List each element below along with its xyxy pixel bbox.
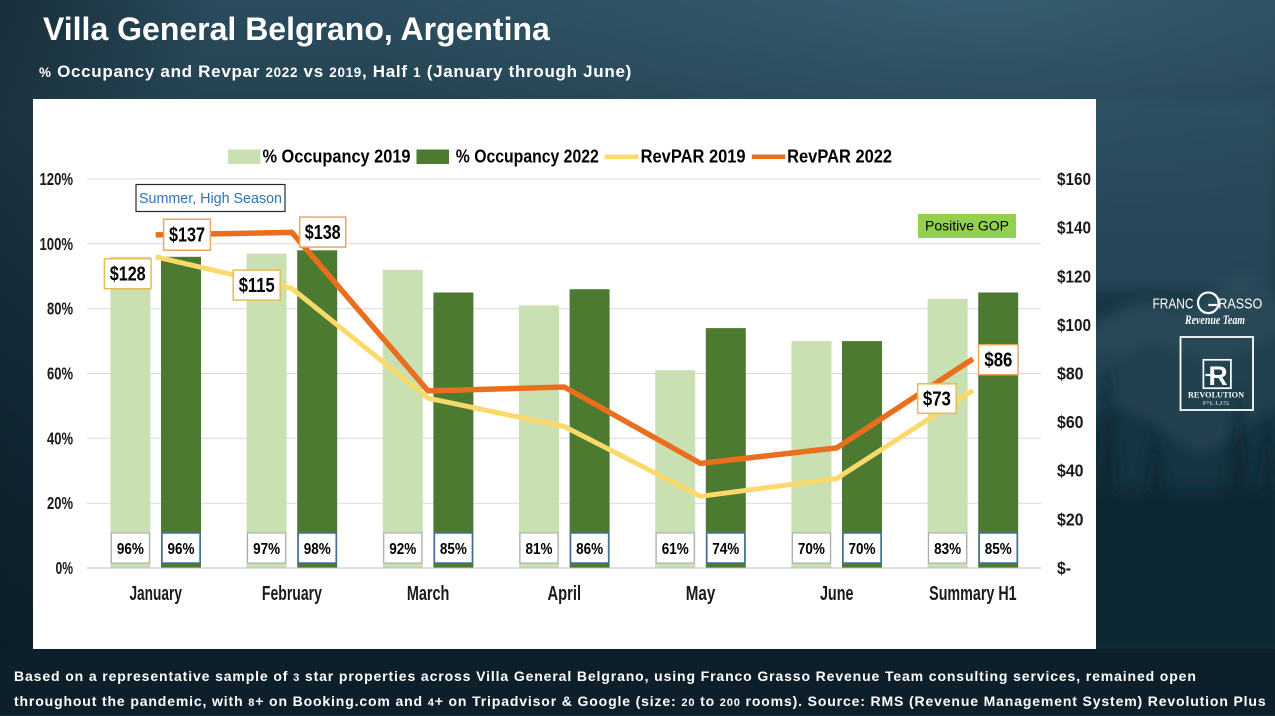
svg-text:$137: $137 [169,224,205,247]
svg-text:86%: 86% [576,541,603,558]
svg-text:Summer, High Season: Summer, High Season [139,191,282,207]
svg-text:RASSO: RASSO [1218,297,1262,313]
svg-text:70%: 70% [798,541,825,558]
svg-text:61%: 61% [662,541,689,558]
svg-text:% Occupancy 2022: % Occupancy 2022 [456,147,599,167]
svg-text:96%: 96% [117,541,144,558]
svg-text:$20: $20 [1057,509,1084,529]
svg-text:80%: 80% [47,299,73,319]
svg-text:February: February [262,583,323,605]
svg-text:$80: $80 [1057,364,1084,384]
svg-text:60%: 60% [47,364,73,384]
svg-text:120%: 120% [40,169,74,189]
svg-text:April: April [548,583,582,605]
svg-text:74%: 74% [712,541,739,558]
svg-text:96%: 96% [168,541,195,558]
svg-text:$60: $60 [1057,412,1084,432]
svg-text:May: May [686,583,716,605]
svg-text:Revenue Team: Revenue Team [1184,312,1245,327]
svg-text:June: June [820,583,854,605]
svg-text:$138: $138 [305,221,341,244]
svg-text:% Occupancy 2019: % Occupancy 2019 [263,147,411,167]
svg-text:98%: 98% [304,541,331,558]
svg-text:$140: $140 [1057,218,1091,238]
svg-text:PLUS: PLUS [1203,401,1230,407]
svg-text:100%: 100% [40,234,74,254]
svg-text:$86: $86 [984,349,1012,372]
svg-text:March: March [407,583,450,605]
svg-text:$160: $160 [1057,169,1091,189]
svg-text:R: R [1209,361,1228,391]
svg-text:81%: 81% [526,541,553,558]
svg-text:40%: 40% [47,428,73,448]
svg-text:85%: 85% [985,541,1012,558]
svg-text:$120: $120 [1057,266,1091,286]
svg-text:$40: $40 [1057,461,1084,481]
svg-text:REVOLUTION: REVOLUTION [1188,390,1244,399]
svg-text:Summary H1: Summary H1 [929,583,1017,605]
svg-text:FRANC: FRANC [1153,297,1194,313]
svg-text:20%: 20% [47,493,73,513]
svg-text:$128: $128 [110,263,146,286]
svg-text:RevPAR 2019: RevPAR 2019 [641,147,746,167]
svg-text:0%: 0% [56,558,74,578]
svg-text:Positive GOP: Positive GOP [925,218,1009,234]
svg-text:97%: 97% [253,541,280,558]
svg-text:70%: 70% [849,541,876,558]
svg-text:92%: 92% [389,541,416,558]
svg-text:85%: 85% [440,541,467,558]
svg-text:$73: $73 [923,387,951,410]
svg-text:$115: $115 [239,274,275,297]
svg-text:January: January [129,583,182,605]
svg-text:RevPAR 2022: RevPAR 2022 [787,147,892,167]
svg-text:$-: $- [1057,558,1071,578]
svg-text:$100: $100 [1057,315,1091,335]
svg-text:83%: 83% [934,541,961,558]
